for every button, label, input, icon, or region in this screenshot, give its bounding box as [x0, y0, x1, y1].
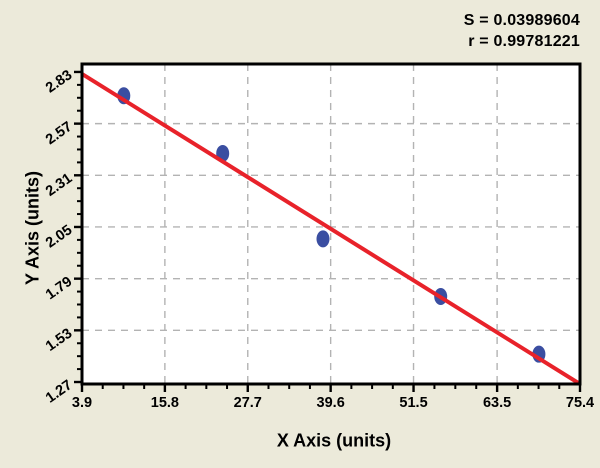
x-tick-label: 63.5 [483, 395, 511, 411]
x-tick-label: 51.5 [399, 395, 427, 411]
fit-r-value: r = 0.99781221 [468, 33, 580, 50]
fit-s-value: S = 0.03989604 [463, 12, 580, 29]
y-tick-label: 1.79 [43, 274, 75, 303]
x-tick-label: 27.7 [234, 395, 262, 411]
x-tick-label: 75.4 [566, 395, 594, 411]
data-point [316, 230, 330, 248]
y-axis-title: Y Axis (units) [22, 170, 43, 286]
plot-border [80, 62, 582, 386]
y-tick-label: 2.05 [43, 222, 75, 251]
x-tick-label: 3.9 [72, 395, 92, 411]
y-tick-label: 1.27 [43, 377, 75, 406]
y-tick-label: 2.31 [43, 170, 75, 199]
fit-statistics: S = 0.03989604 r = 0.99781221 [464, 10, 580, 52]
y-tick-label: 1.53 [43, 326, 75, 355]
x-tick-label: 39.6 [317, 395, 345, 411]
y-tick-label: 2.83 [43, 67, 75, 96]
x-axis-title: X Axis (units) [276, 430, 392, 451]
x-tick-label: 15.8 [151, 395, 179, 411]
regression-line [82, 72, 580, 384]
y-tick-label: 2.57 [43, 119, 75, 148]
